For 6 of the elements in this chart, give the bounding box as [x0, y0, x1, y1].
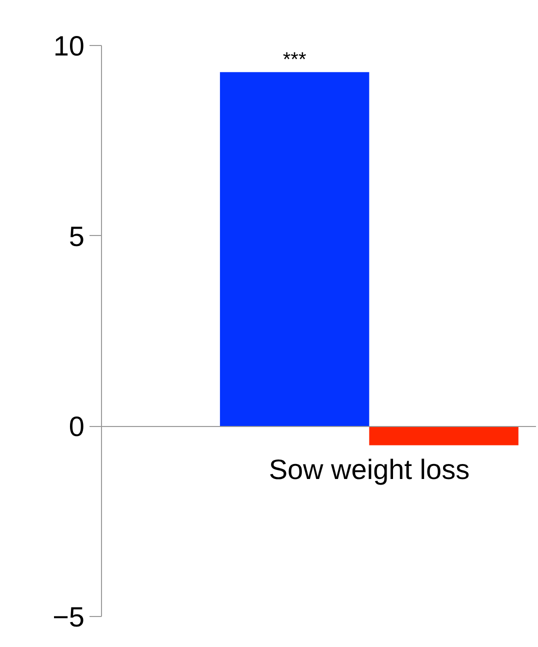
y-tick-label: −5: [52, 602, 85, 632]
annotation: ***: [282, 49, 306, 72]
y-tick-label: 5: [68, 220, 85, 252]
y-tick-label: 10: [53, 30, 85, 62]
x-tick-label: Sow weight loss: [268, 454, 470, 486]
y-tick-label: 0: [68, 411, 85, 442]
